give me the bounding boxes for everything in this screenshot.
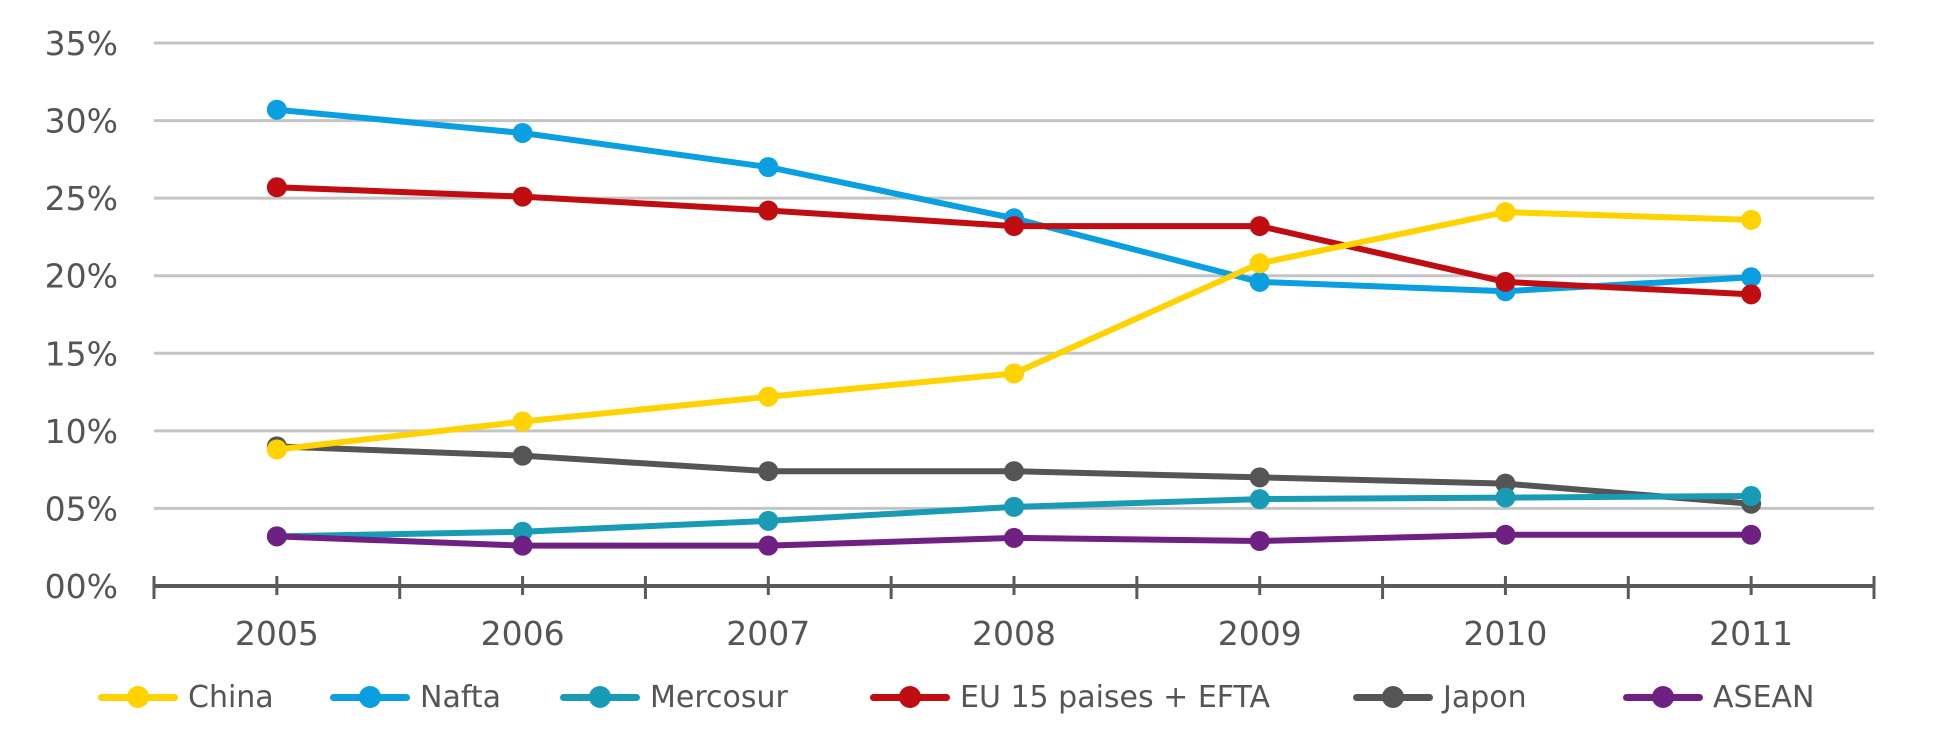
y-tick-label: 20% <box>45 257 118 296</box>
x-tick-label: 2010 <box>1463 614 1547 653</box>
data-point-eu-15-paises-efta-2009[interactable] <box>1249 216 1270 237</box>
data-point-asean-2008[interactable] <box>1004 527 1024 548</box>
x-axis-tick-labels: 2005 2006 2007 2008 2009 2010 2011 <box>235 614 1793 653</box>
y-tick-label: 30% <box>45 102 118 141</box>
data-point-nafta-2007[interactable] <box>758 157 779 178</box>
legend-label-asean: ASEAN <box>1713 679 1815 715</box>
data-point-china-2010[interactable] <box>1495 202 1516 223</box>
data-point-china-2007[interactable] <box>758 386 779 407</box>
data-point-china-2006[interactable] <box>512 411 533 432</box>
legend-item-nafta[interactable]: Nafta <box>330 672 501 722</box>
data-point-japon-2010[interactable] <box>1495 473 1516 494</box>
data-point-china-2005[interactable] <box>266 439 287 460</box>
y-tick-label: 35% <box>45 24 118 63</box>
x-tick-label: 2005 <box>235 614 319 653</box>
data-point-japon-2007[interactable] <box>758 461 779 482</box>
series-asean <box>266 524 1762 556</box>
legend-label-china: China <box>188 679 274 715</box>
data-point-mercosur-2006[interactable] <box>512 521 533 542</box>
x-tick-label: 2008 <box>972 614 1056 653</box>
legend-marker-asean <box>1623 682 1703 712</box>
x-tick-label: 2009 <box>1218 614 1302 653</box>
legend-label-mercosur: Mercosur <box>650 679 788 715</box>
data-point-nafta-2009[interactable] <box>1249 271 1270 292</box>
series-line-eu-15-paises-efta <box>273 184 1755 298</box>
legend: China Nafta Mercosur EU 15 paises + EFTA… <box>0 672 1959 722</box>
data-point-mercosur-2007[interactable] <box>758 510 779 531</box>
data-point-asean-2010[interactable] <box>1495 524 1516 545</box>
data-point-asean-2007[interactable] <box>758 535 779 556</box>
legend-label-japon: Japon <box>1443 679 1527 715</box>
data-point-nafta-2011[interactable] <box>1741 267 1762 288</box>
data-point-asean-2011[interactable] <box>1741 524 1762 545</box>
legend-label-nafta: Nafta <box>420 679 502 715</box>
legend-marker-nafta <box>330 682 410 712</box>
data-point-eu-15-paises-efta-2006[interactable] <box>512 186 533 207</box>
data-point-asean-2006[interactable] <box>512 535 533 556</box>
data-point-mercosur-2010[interactable] <box>1495 487 1516 508</box>
data-point-japon-2006[interactable] <box>512 445 533 466</box>
legend-marker-japon <box>1353 682 1433 712</box>
data-point-japon-2009[interactable] <box>1249 467 1270 488</box>
data-point-mercosur-2008[interactable] <box>1004 496 1024 517</box>
y-axis-tick-labels: 00% 05% 10% 15% 20% 25% 30% 35% <box>45 24 118 606</box>
legend-marker-eu15-efta <box>870 682 950 712</box>
y-tick-label: 10% <box>45 412 118 451</box>
data-point-mercosur-2011[interactable] <box>1741 486 1762 507</box>
data-point-eu-15-paises-efta-2007[interactable] <box>758 200 779 221</box>
data-point-eu-15-paises-efta-2008[interactable] <box>1004 216 1024 237</box>
x-tick-label: 2011 <box>1709 614 1793 653</box>
data-point-nafta-2006[interactable] <box>512 122 533 143</box>
legend-marker-mercosur <box>560 682 640 712</box>
x-tick-label: 2006 <box>481 614 565 653</box>
series-line-china <box>273 209 1755 453</box>
legend-item-asean[interactable]: ASEAN <box>1623 672 1814 722</box>
legend-item-china[interactable]: China <box>98 672 274 722</box>
data-point-china-2009[interactable] <box>1249 253 1270 274</box>
data-point-eu-15-paises-efta-2011[interactable] <box>1741 284 1762 305</box>
series-lines <box>266 99 1762 556</box>
series-line-nafta <box>273 106 1755 295</box>
legend-marker-china <box>98 682 178 712</box>
gridlines <box>154 41 1874 510</box>
data-point-nafta-2005[interactable] <box>266 99 287 120</box>
y-tick-label: 15% <box>45 334 118 373</box>
series-eu-15-paises-efta <box>266 177 1762 305</box>
series-nafta <box>266 99 1762 302</box>
y-tick-label: 25% <box>45 179 118 218</box>
x-tick-label: 2007 <box>726 614 810 653</box>
legend-item-mercosur[interactable]: Mercosur <box>560 672 788 722</box>
y-tick-label: 00% <box>45 567 118 606</box>
data-point-china-2008[interactable] <box>1004 363 1024 384</box>
data-point-china-2011[interactable] <box>1741 209 1762 230</box>
legend-label-eu15-efta: EU 15 paises + EFTA <box>960 679 1271 715</box>
series-china <box>266 202 1762 460</box>
x-axis <box>152 576 1876 599</box>
y-tick-label: 05% <box>45 489 118 528</box>
data-point-eu-15-paises-efta-2005[interactable] <box>266 177 287 198</box>
data-point-japon-2008[interactable] <box>1004 461 1024 482</box>
data-point-mercosur-2009[interactable] <box>1249 489 1270 510</box>
data-point-asean-2009[interactable] <box>1249 531 1270 552</box>
data-point-eu-15-paises-efta-2010[interactable] <box>1495 271 1516 292</box>
data-point-asean-2005[interactable] <box>266 526 287 547</box>
legend-item-eu15-efta[interactable]: EU 15 paises + EFTA <box>870 672 1270 722</box>
legend-item-japon[interactable]: Japon <box>1353 672 1527 722</box>
